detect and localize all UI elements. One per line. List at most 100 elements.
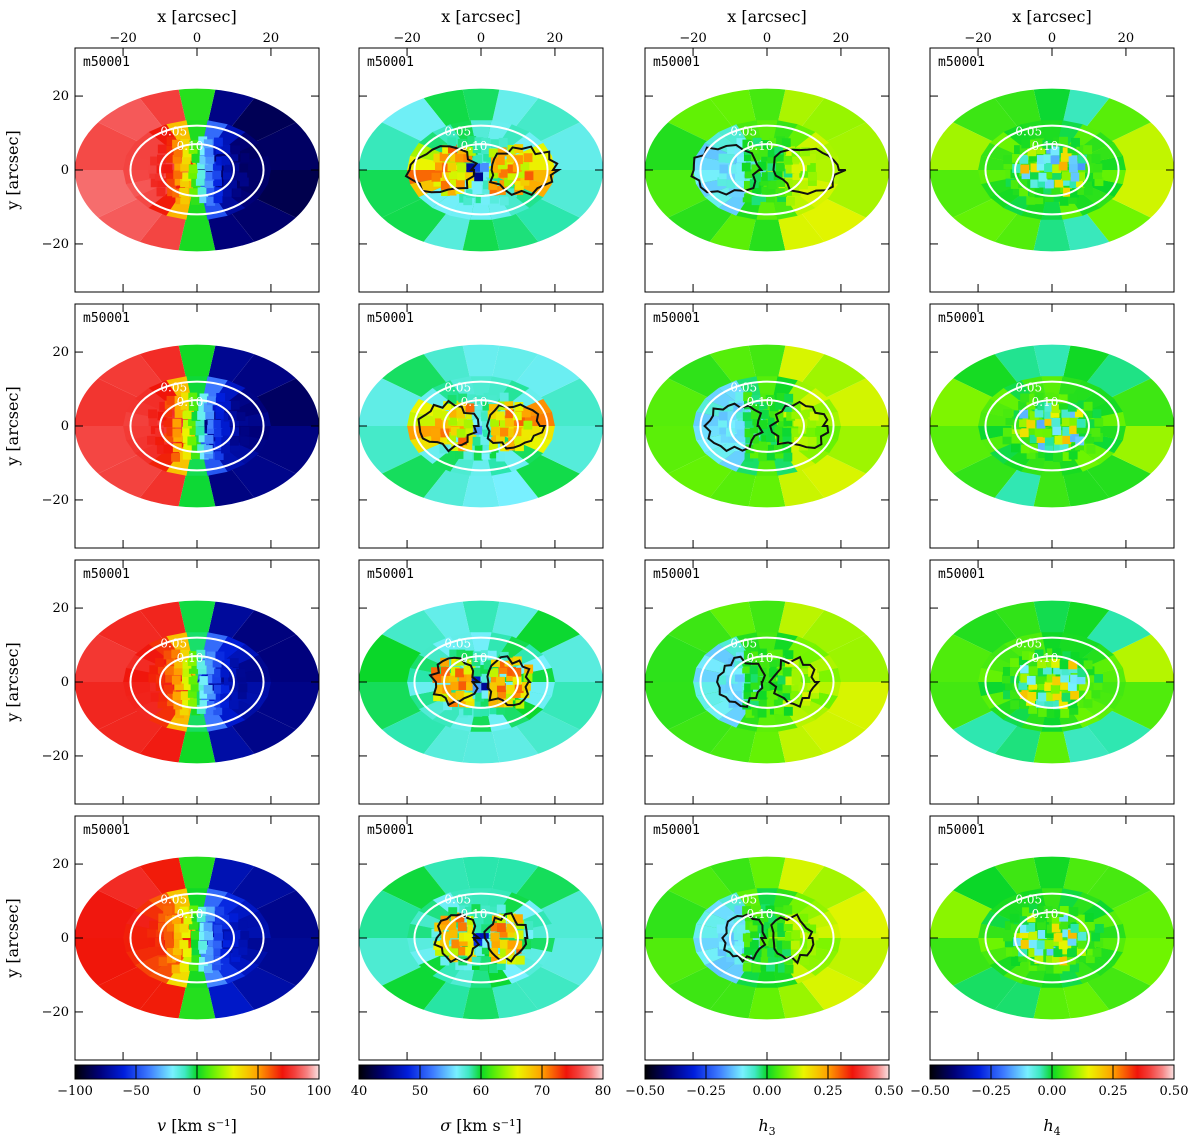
voronoi-bin [506, 913, 516, 923]
voronoi-bin [222, 400, 232, 410]
voronoi-bin [744, 938, 753, 948]
voronoi-bin [1027, 691, 1037, 701]
panel-h4-row-3: 0.050.10 m50001 [929, 559, 1175, 805]
voronoi-bin [760, 961, 770, 971]
voronoi-bin [198, 402, 208, 412]
voronoi-bin [1044, 436, 1054, 446]
voronoi-bin [221, 435, 231, 445]
voronoi-bin [1051, 923, 1061, 933]
voronoi-bin [447, 137, 457, 147]
voronoi-bin [467, 136, 477, 145]
voronoi-bin [199, 194, 209, 204]
voronoi-bin [760, 393, 770, 403]
voronoi-bin [487, 650, 497, 660]
isophote-label: 0.05 [444, 380, 471, 394]
voronoi-bin [751, 954, 761, 964]
voronoi-bin [799, 436, 809, 446]
voronoi-bin [744, 912, 754, 922]
voronoi-bin [473, 707, 483, 717]
voronoi-bin [471, 180, 481, 190]
voronoi-bin [213, 137, 223, 147]
voronoi-bin [766, 699, 776, 709]
voronoi-bin [1044, 451, 1054, 461]
voronoi-bin [163, 444, 173, 454]
voronoi-bin [767, 171, 777, 181]
voronoi-bin [1053, 665, 1063, 675]
voronoi-bin [742, 657, 752, 667]
voronoi-bin [473, 937, 483, 946]
voronoi-bin [448, 88, 514, 170]
voronoi-bin [1076, 675, 1086, 685]
voronoi-bin [1010, 924, 1020, 934]
voronoi-bin [515, 417, 525, 426]
voronoi-bin [1005, 177, 1015, 187]
voronoi-bin [431, 172, 441, 182]
colorbar-tick-label: 0 [193, 1084, 201, 1099]
voronoi-bin [457, 922, 467, 932]
voronoi-bin [749, 665, 759, 675]
voronoi-bin [774, 152, 784, 162]
voronoi-bin [1052, 164, 1062, 174]
voronoi-bin [719, 164, 729, 174]
voronoi-bin [773, 649, 783, 659]
isophote-label: 0.10 [747, 395, 774, 409]
voronoi-bin [163, 408, 172, 418]
voronoi-bin [463, 961, 473, 971]
voronoi-bin [743, 650, 753, 660]
isophote-label: 0.10 [747, 651, 774, 665]
voronoi-bin [1038, 449, 1048, 459]
voronoi-bin [1019, 154, 1029, 164]
voronoi-bin [734, 856, 800, 938]
voronoi-bin [810, 689, 819, 699]
contour-line [772, 147, 847, 195]
voronoi-bin [736, 138, 746, 147]
voronoi-bin [179, 963, 189, 972]
voronoi-bin [1019, 88, 1085, 170]
voronoi-bin [440, 920, 450, 930]
voronoi-bin [1058, 940, 1068, 950]
voronoi-bin [183, 952, 193, 962]
voronoi-bin [1059, 912, 1069, 922]
voronoi-bin [760, 904, 770, 914]
isophote-label: 0.10 [177, 395, 204, 409]
voronoi-bin [733, 945, 743, 955]
voronoi-bin [216, 156, 225, 166]
voronoi-bin [213, 428, 223, 438]
voronoi-bin [1070, 923, 1080, 933]
voronoi-bin [147, 928, 156, 938]
voronoi-bin [181, 929, 191, 939]
voronoi-bin [1078, 953, 1088, 962]
voronoi-bin [744, 169, 754, 179]
voronoi-bin [1012, 420, 1022, 430]
voronoi-bin [230, 442, 240, 452]
voronoi-bin [163, 684, 173, 694]
isophote-0.10 [1014, 143, 1090, 197]
isophote-0.10 [729, 911, 805, 965]
x-axis-label: x [arcsec] [157, 7, 236, 26]
isophote-0.05 [413, 892, 549, 984]
voronoi-bin [472, 185, 482, 195]
voronoi-bin [1058, 400, 1068, 410]
voronoi-bin [752, 185, 761, 195]
voronoi-bin [1020, 939, 1030, 949]
voronoi-bin [1078, 154, 1087, 164]
voronoi-bin [1026, 419, 1036, 429]
isophote-label: 0.10 [461, 395, 488, 409]
voronoi-bin [223, 412, 233, 422]
voronoi-bin [204, 954, 214, 964]
voronoi-bin [474, 698, 484, 708]
voronoi-bin [1068, 450, 1078, 460]
voronoi-bin [499, 928, 509, 938]
voronoi-bin [220, 692, 230, 702]
voronoi-bin [220, 419, 230, 428]
voronoi-bin [198, 940, 208, 950]
voronoi-bin [773, 171, 783, 180]
panel-h3-row-3: 0.050.10 m50001 [644, 559, 890, 805]
voronoi-bin [448, 170, 514, 252]
isophote-label: 0.10 [461, 139, 488, 153]
voronoi-bin [150, 178, 160, 188]
voronoi-bin [743, 152, 753, 162]
voronoi-bin [1020, 673, 1030, 683]
voronoi-bin [769, 402, 779, 412]
voronoi-bin [1084, 913, 1094, 922]
